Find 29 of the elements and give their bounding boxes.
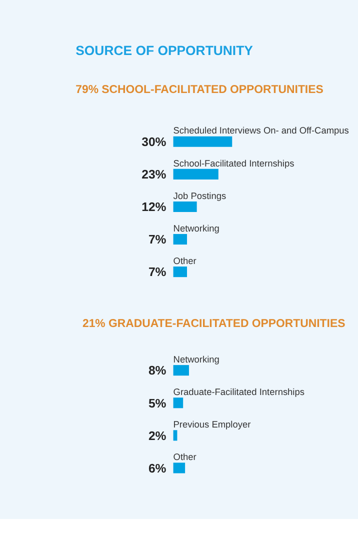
bar bbox=[173, 266, 188, 278]
y-tick-label: Scheduled Interviews On- and Off-Campus bbox=[173, 126, 350, 136]
data-label: 2% bbox=[148, 428, 166, 443]
text: 21% GRADUATE-FACILITATED OPPORTUNITIES bbox=[82, 318, 346, 330]
bar bbox=[173, 168, 218, 180]
bar bbox=[173, 201, 197, 212]
y-tick-label: School-Facilitated Internships bbox=[173, 158, 295, 168]
y-tick-label: Job Postings bbox=[173, 190, 226, 201]
chart-title: SOURCE OF OPPORTUNITY bbox=[76, 42, 254, 58]
bar bbox=[173, 234, 188, 245]
chart-subtitle: 79% SCHOOL-FACILITATED OPPORTUNITIES bbox=[76, 84, 324, 96]
data-label: 5% bbox=[148, 396, 166, 410]
data-label: 23% bbox=[142, 168, 166, 182]
data-label: 7% bbox=[148, 265, 166, 280]
data-label: 12% bbox=[142, 200, 166, 214]
bar bbox=[173, 365, 189, 376]
bar bbox=[173, 462, 186, 474]
bar bbox=[173, 398, 184, 408]
data-label: 6% bbox=[148, 461, 166, 476]
y-tick-label: Other bbox=[173, 256, 196, 266]
bar bbox=[173, 136, 232, 147]
data-label: 7% bbox=[148, 232, 166, 247]
data-label: 30% bbox=[142, 135, 166, 150]
y-tick-label: Other bbox=[173, 452, 196, 462]
data-label: 8% bbox=[148, 364, 166, 378]
y-tick-label: Graduate-Facilitated Internships bbox=[173, 386, 305, 397]
y-tick-label: Networking bbox=[173, 223, 220, 234]
y-tick-label: Previous Employer bbox=[173, 420, 251, 430]
y-tick-label: Networking bbox=[173, 354, 220, 364]
